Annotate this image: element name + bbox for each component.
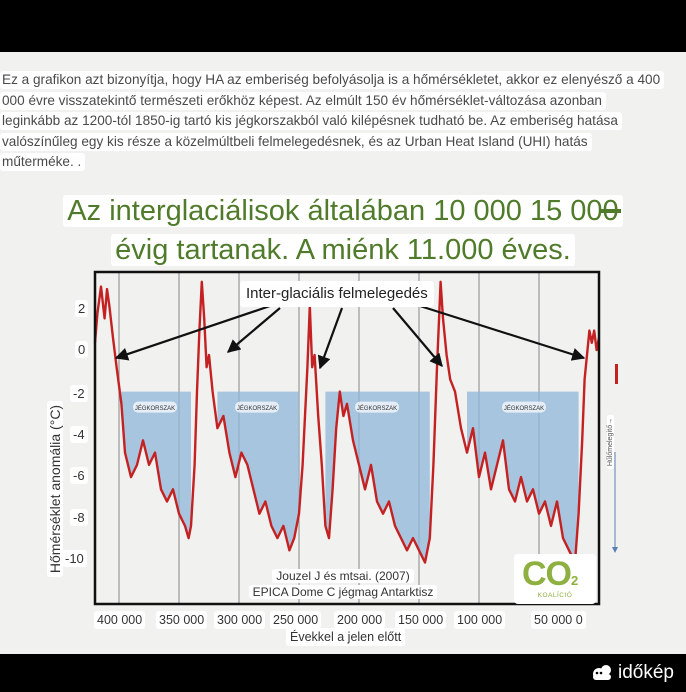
- y-tick-label: 0: [75, 341, 89, 358]
- plot-frame: [93, 270, 601, 606]
- interglacial-callout: Inter-glaciális felmelegedés: [240, 281, 434, 307]
- logo-co-text: CO: [522, 555, 572, 593]
- x-tick-label: 100 000: [454, 611, 506, 629]
- post-caption: Ez a grafikon azt bizonyítja, hogy HA az…: [0, 70, 686, 173]
- callout-arrow: [317, 307, 344, 370]
- y-tick-label: -8: [70, 509, 88, 526]
- side-scale-label: Hűlőmelegítő→: [604, 402, 618, 482]
- co2-koalicio-logo: CO2 KOALÍCIÓ: [514, 554, 596, 604]
- caption-line: valószínűleg egy kis része a közelmúltbe…: [0, 132, 592, 151]
- glacial-label-bg: [235, 401, 279, 413]
- glacial-label: JÉGKORSZAK: [135, 405, 175, 412]
- chart-headline: Az interglaciálisok általában 10 000 15 …: [0, 192, 686, 270]
- callout-arrow: [226, 307, 281, 353]
- y-tick-label: -6: [70, 467, 88, 484]
- x-tick-label: 250 000: [270, 611, 322, 629]
- credit-line-2: EPICA Dome C jégmag Antarktisz: [248, 585, 438, 599]
- caption-line: 000 évre visszatekintő természeti erőkhö…: [0, 91, 606, 110]
- x-tick-label: 50 000 0: [531, 611, 586, 629]
- side-scale-label-text: Hűlőmelegítő→: [607, 414, 614, 470]
- x-tick-label: 200 000: [334, 611, 386, 629]
- glacial-label-bg: [502, 401, 546, 413]
- glacial-label: JÉGKORSZAK: [237, 405, 277, 412]
- brand-name: időkép: [618, 662, 674, 683]
- source-credit: EPICA Dome C jégmag Antarktisz: [0, 584, 686, 600]
- x-tick-label: 350 000: [156, 611, 208, 629]
- cloud-sun-icon: [593, 665, 611, 680]
- temperature-chart: JÉGKORSZAK JÉGKORSZAK JÉGKORSZAK JÉGKORSZAK: [93, 270, 618, 606]
- y-tick-label: 2: [75, 300, 89, 317]
- headline-dash: [601, 209, 621, 213]
- side-scale-arrow: [612, 547, 618, 553]
- logo-sub-text: 2: [571, 573, 578, 588]
- glacial-area: [217, 391, 299, 551]
- glacial-area: [325, 391, 430, 563]
- headline-line-2: évig tartanak. A miénk 11.000 éves.: [111, 234, 575, 266]
- caption-line: leginkább az 1200-tól 1850-ig tartó kis …: [0, 112, 622, 131]
- caption-line: műterméke. .: [0, 153, 86, 172]
- logo-co2-mark: CO2: [522, 555, 578, 599]
- bottom-black-bar: időkép: [0, 654, 686, 692]
- callout-arrow: [114, 304, 271, 361]
- x-tick-label: 150 000: [395, 611, 447, 629]
- callout-arrow: [392, 307, 443, 368]
- logo-caption: KOALÍCIÓ: [537, 592, 573, 599]
- glacial-area: [121, 391, 191, 539]
- glacial-label: JÉGKORSZAK: [504, 405, 544, 412]
- caption-line: Ez a grafikon azt bizonyítja, hogy HA az…: [0, 71, 665, 89]
- callout-arrows: [114, 304, 586, 370]
- right-marker: [615, 364, 618, 384]
- temperature-line: [93, 280, 601, 564]
- x-axis-label: Évekkel a jelen előtt: [286, 628, 406, 646]
- credit-line-1: Jouzel J és mtsai. (2007): [272, 569, 414, 583]
- top-black-bar: [0, 0, 686, 52]
- glacial-label: JÉGKORSZAK: [357, 405, 397, 412]
- glacial-labels: JÉGKORSZAK JÉGKORSZAK JÉGKORSZAK JÉGKORSZAK: [133, 401, 546, 413]
- callout-arrow: [419, 304, 586, 361]
- y-axis-label-text: Hőmérséklet anomália (°C): [47, 400, 63, 578]
- y-tick-label: -10: [62, 550, 87, 567]
- brand: időkép: [590, 662, 674, 684]
- glacial-label-bg: [355, 401, 399, 413]
- post-content: Ez a grafikon azt bizonyítja, hogy HA az…: [0, 52, 686, 654]
- x-tick-label: 300 000: [214, 611, 266, 629]
- glacial-label-bg: [133, 401, 177, 413]
- y-tick-label: -4: [70, 426, 88, 443]
- x-tick-label: 400 000: [94, 611, 146, 629]
- headline-line-1: Az interglaciálisok általában 10 000 15 …: [63, 195, 623, 227]
- temperature-series: [93, 280, 601, 564]
- source-credit: Jouzel J és mtsai. (2007): [0, 568, 686, 584]
- y-tick-label: -2: [70, 385, 88, 402]
